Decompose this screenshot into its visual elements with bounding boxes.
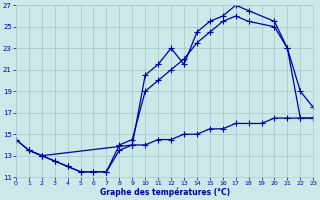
X-axis label: Graphe des températures (°C): Graphe des températures (°C) <box>100 188 230 197</box>
